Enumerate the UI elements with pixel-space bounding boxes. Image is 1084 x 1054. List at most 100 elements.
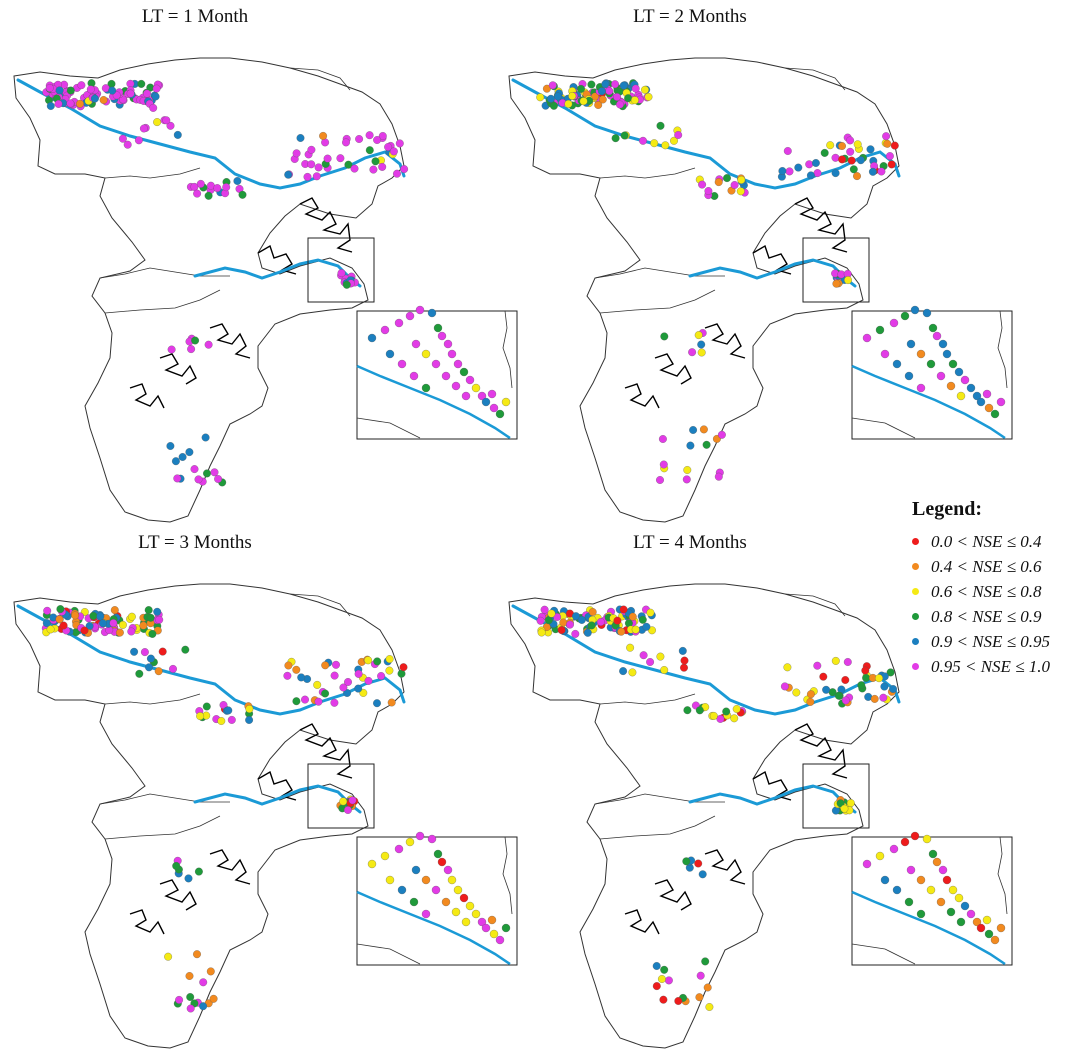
legend-label: 0.8 < NSE ≤ 0.9	[931, 606, 1042, 626]
station-point	[405, 311, 415, 321]
station-point	[616, 100, 624, 109]
station-point	[172, 861, 181, 870]
station-point	[385, 875, 395, 885]
inset-locator-box	[307, 237, 375, 303]
station-point	[783, 663, 792, 672]
panel-title: LT = 1 Month	[141, 6, 249, 27]
station-point	[889, 318, 899, 328]
station-point	[178, 453, 187, 461]
station-point	[904, 897, 914, 907]
inset-locator-box	[802, 763, 870, 829]
station-point	[588, 608, 597, 616]
station-point	[960, 375, 970, 385]
station-point	[656, 652, 665, 661]
map-panel-lt2: LT = 2 Months	[495, 0, 1015, 523]
station-point	[936, 897, 946, 907]
province-boundary	[599, 815, 716, 840]
inset-river	[851, 890, 1006, 966]
station-point	[369, 165, 378, 174]
station-point	[890, 141, 899, 150]
station-point	[846, 147, 855, 156]
station-point	[384, 143, 393, 151]
station-point	[153, 607, 162, 616]
station-point	[638, 615, 647, 624]
station-point	[732, 705, 741, 713]
station-point	[680, 656, 689, 665]
inset-map	[851, 305, 1013, 440]
station-point	[292, 665, 301, 674]
station-point	[916, 875, 926, 885]
station-point	[296, 134, 305, 142]
station-point	[152, 84, 161, 93]
map-panel-lt1: LT = 1 Month	[0, 0, 520, 523]
station-point	[568, 92, 577, 100]
station-point	[359, 688, 368, 697]
station-point	[149, 103, 158, 112]
station-point	[193, 189, 202, 198]
inset-river	[851, 364, 1006, 440]
station-point	[173, 130, 182, 139]
station-point	[209, 994, 218, 1003]
station-point	[204, 340, 213, 349]
province-boundary	[594, 793, 725, 805]
station-point	[86, 85, 95, 94]
station-point	[916, 383, 926, 393]
station-point	[134, 136, 143, 145]
station-point	[332, 660, 340, 669]
station-point	[292, 697, 301, 706]
inset-boundary	[356, 943, 421, 965]
station-point	[826, 141, 835, 150]
station-point	[400, 165, 409, 174]
station-point	[792, 688, 801, 697]
legend-title: Legend:	[912, 498, 982, 520]
station-point	[355, 135, 364, 143]
station-point	[166, 121, 175, 130]
station-point	[196, 712, 205, 721]
station-point	[906, 339, 916, 349]
station-point	[976, 923, 986, 933]
station-point	[45, 84, 54, 92]
station-point	[339, 797, 348, 806]
station-point	[620, 131, 629, 140]
station-point	[76, 99, 84, 108]
station-point	[312, 172, 321, 181]
station-point	[542, 84, 551, 93]
inset-boundary	[997, 310, 1008, 389]
station-point	[805, 160, 814, 169]
station-point	[194, 475, 203, 484]
station-point	[481, 397, 491, 407]
station-point	[960, 901, 970, 911]
station-point	[139, 124, 148, 133]
station-point	[173, 474, 182, 483]
station-point	[319, 131, 328, 140]
station-point	[887, 160, 896, 169]
station-point	[166, 442, 175, 450]
station-point	[227, 715, 236, 724]
station-point	[942, 875, 952, 885]
inset-river	[356, 890, 511, 966]
station-point	[783, 147, 792, 155]
station-point	[932, 331, 942, 341]
station-point	[187, 345, 196, 354]
station-point	[148, 629, 157, 638]
station-point	[186, 993, 195, 1001]
station-point	[611, 80, 619, 89]
province-boundary	[784, 593, 846, 617]
station-point	[190, 465, 199, 474]
station-point	[928, 849, 938, 859]
station-point	[367, 333, 377, 343]
station-point	[717, 430, 726, 439]
station-point	[126, 89, 135, 98]
station-point	[875, 851, 885, 861]
station-point	[377, 672, 386, 680]
station-point	[678, 646, 687, 655]
station-point	[626, 643, 635, 652]
basin-map	[13, 583, 518, 1049]
station-point	[730, 181, 739, 189]
station-point	[702, 440, 711, 449]
station-point	[409, 371, 419, 381]
station-point	[831, 153, 840, 162]
station-point	[646, 608, 655, 617]
province-boundary	[289, 67, 351, 91]
station-point	[613, 616, 622, 625]
